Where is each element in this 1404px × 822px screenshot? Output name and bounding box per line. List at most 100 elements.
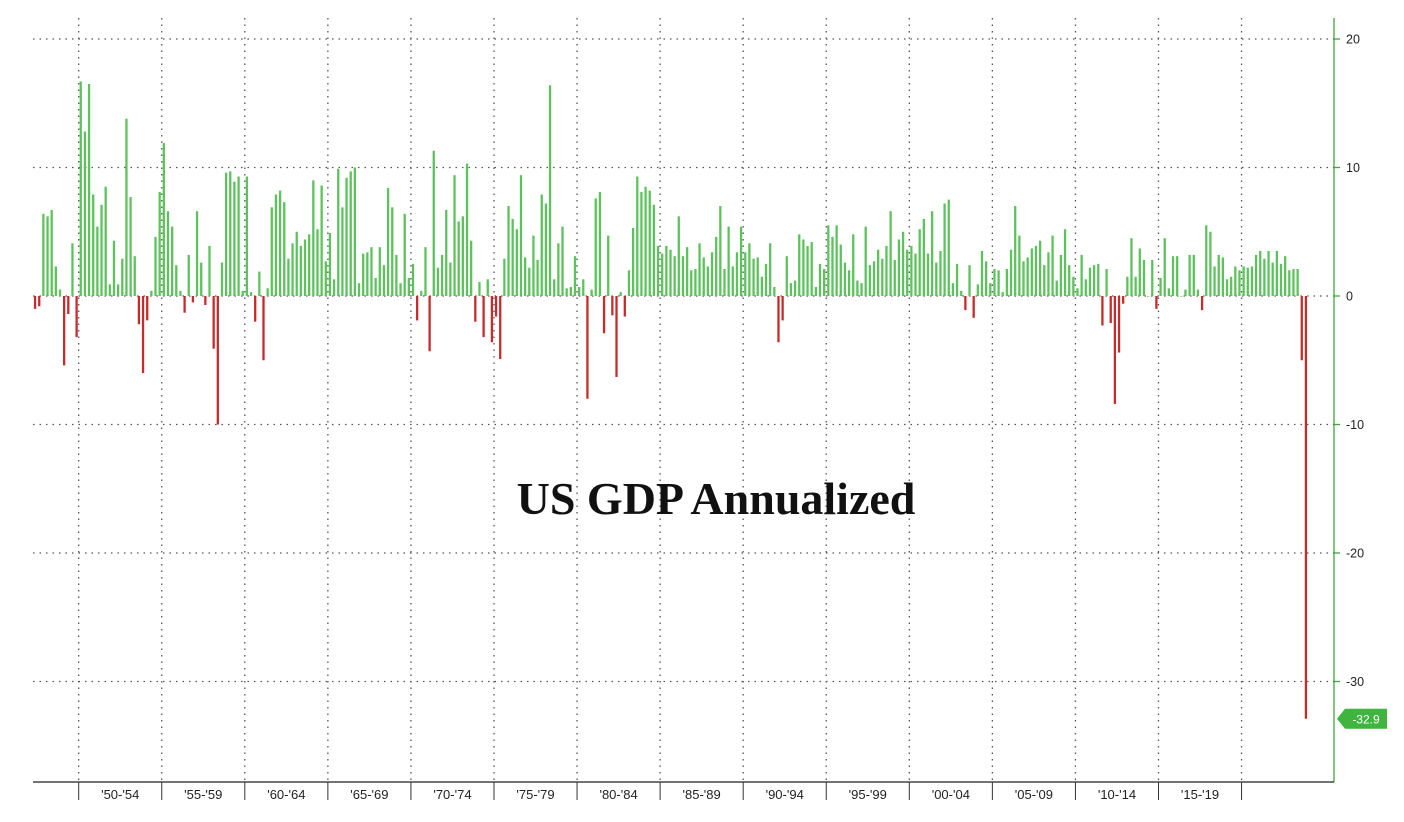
bar-positive (108, 284, 111, 296)
bar-positive (465, 163, 469, 296)
bar-negative (38, 296, 41, 307)
bar-negative (141, 296, 145, 374)
x-tick-label: '80-'84 (599, 787, 637, 802)
bar-positive (1068, 265, 1071, 296)
y-tick-label: 10 (1346, 161, 1360, 175)
bar-positive (935, 262, 938, 296)
bar-positive (453, 175, 456, 296)
bar-negative (615, 296, 618, 377)
bar-positive (274, 194, 278, 297)
bar-positive (1009, 249, 1013, 296)
bar-positive (789, 283, 793, 296)
bar-positive (503, 258, 506, 297)
bar-positive (943, 203, 946, 296)
bar-positive (1072, 276, 1075, 296)
bar-positive (117, 284, 120, 296)
bar-positive (690, 270, 693, 296)
bar-positive (278, 190, 282, 296)
bar-positive (1188, 254, 1191, 296)
bar-positive (303, 239, 307, 296)
bar-positive (989, 283, 992, 296)
bar-positive (661, 253, 664, 296)
bar-positive (399, 283, 402, 296)
bar-positive (1047, 252, 1050, 296)
bar-positive (627, 270, 631, 296)
bar-positive (872, 261, 876, 297)
bar-positive (511, 218, 514, 296)
bar-positive (403, 213, 406, 296)
bar-positive (266, 288, 269, 296)
bar-positive (922, 218, 925, 296)
bar-positive (910, 245, 913, 296)
bar-positive (125, 118, 128, 296)
bar-negative (212, 296, 215, 349)
bar-positive (1001, 292, 1004, 296)
bar-positive (706, 266, 710, 296)
bar-positive (843, 262, 847, 296)
bar-negative (482, 296, 485, 338)
bar-negative (204, 296, 207, 305)
bar-positive (877, 249, 880, 296)
bar-positive (536, 260, 539, 296)
bar-negative (972, 296, 975, 318)
bar-positive (1034, 245, 1038, 296)
bar-positive (1142, 260, 1146, 296)
bar-positive (980, 251, 984, 297)
bar-positive (577, 287, 581, 296)
bar-positive (312, 180, 315, 296)
bar-positive (901, 231, 905, 296)
bar-negative (75, 296, 78, 338)
bar-positive (440, 254, 444, 296)
bar-positive (270, 207, 273, 296)
bar-positive (237, 176, 240, 297)
bar-positive (166, 211, 170, 296)
bar-positive (179, 290, 182, 296)
bar-positive (619, 292, 622, 296)
bar-positive (121, 258, 124, 297)
bar-positive (926, 253, 930, 296)
bar-positive (1059, 254, 1063, 296)
bar-positive (951, 283, 955, 296)
bar-positive (478, 281, 481, 297)
bar-negative (781, 296, 784, 321)
bar-positive (631, 227, 635, 296)
y-tick-label: -20 (1346, 547, 1364, 561)
bar-positive (58, 289, 62, 296)
bar-positive (810, 242, 813, 296)
bar-positive (1221, 257, 1224, 296)
bar-positive (1284, 256, 1287, 297)
bar-positive (362, 253, 365, 296)
x-tick-label: '70-'74 (433, 787, 471, 802)
bar-positive (328, 233, 332, 296)
bar-positive (291, 243, 294, 296)
bar-positive (831, 236, 834, 296)
bar-positive (258, 271, 261, 296)
bar-negative (33, 296, 37, 309)
bar-positive (656, 245, 660, 296)
bar-positive (1163, 238, 1166, 296)
bar-positive (685, 247, 689, 296)
bar-positive (162, 143, 165, 296)
bar-negative (611, 296, 614, 316)
bar-positive (1230, 276, 1233, 296)
bar-positive (532, 235, 535, 296)
bar-negative (137, 296, 141, 325)
bar-positive (1209, 231, 1212, 296)
x-tick-label: '05-'09 (1015, 787, 1053, 802)
bar-positive (1092, 265, 1096, 296)
bar-negative (602, 296, 606, 334)
bar-positive (54, 266, 57, 296)
bar-positive (1159, 278, 1162, 296)
bar-positive (528, 267, 531, 296)
bar-positive (1038, 240, 1042, 296)
bar-positive (984, 261, 988, 297)
bar-positive (391, 207, 394, 296)
bar-positive (681, 256, 685, 297)
bar-positive (1205, 225, 1208, 296)
bar-positive (1167, 288, 1171, 296)
bar-positive (245, 176, 249, 297)
bar-positive (407, 278, 410, 296)
bar-negative (1304, 296, 1308, 719)
bar-positive (769, 243, 772, 296)
